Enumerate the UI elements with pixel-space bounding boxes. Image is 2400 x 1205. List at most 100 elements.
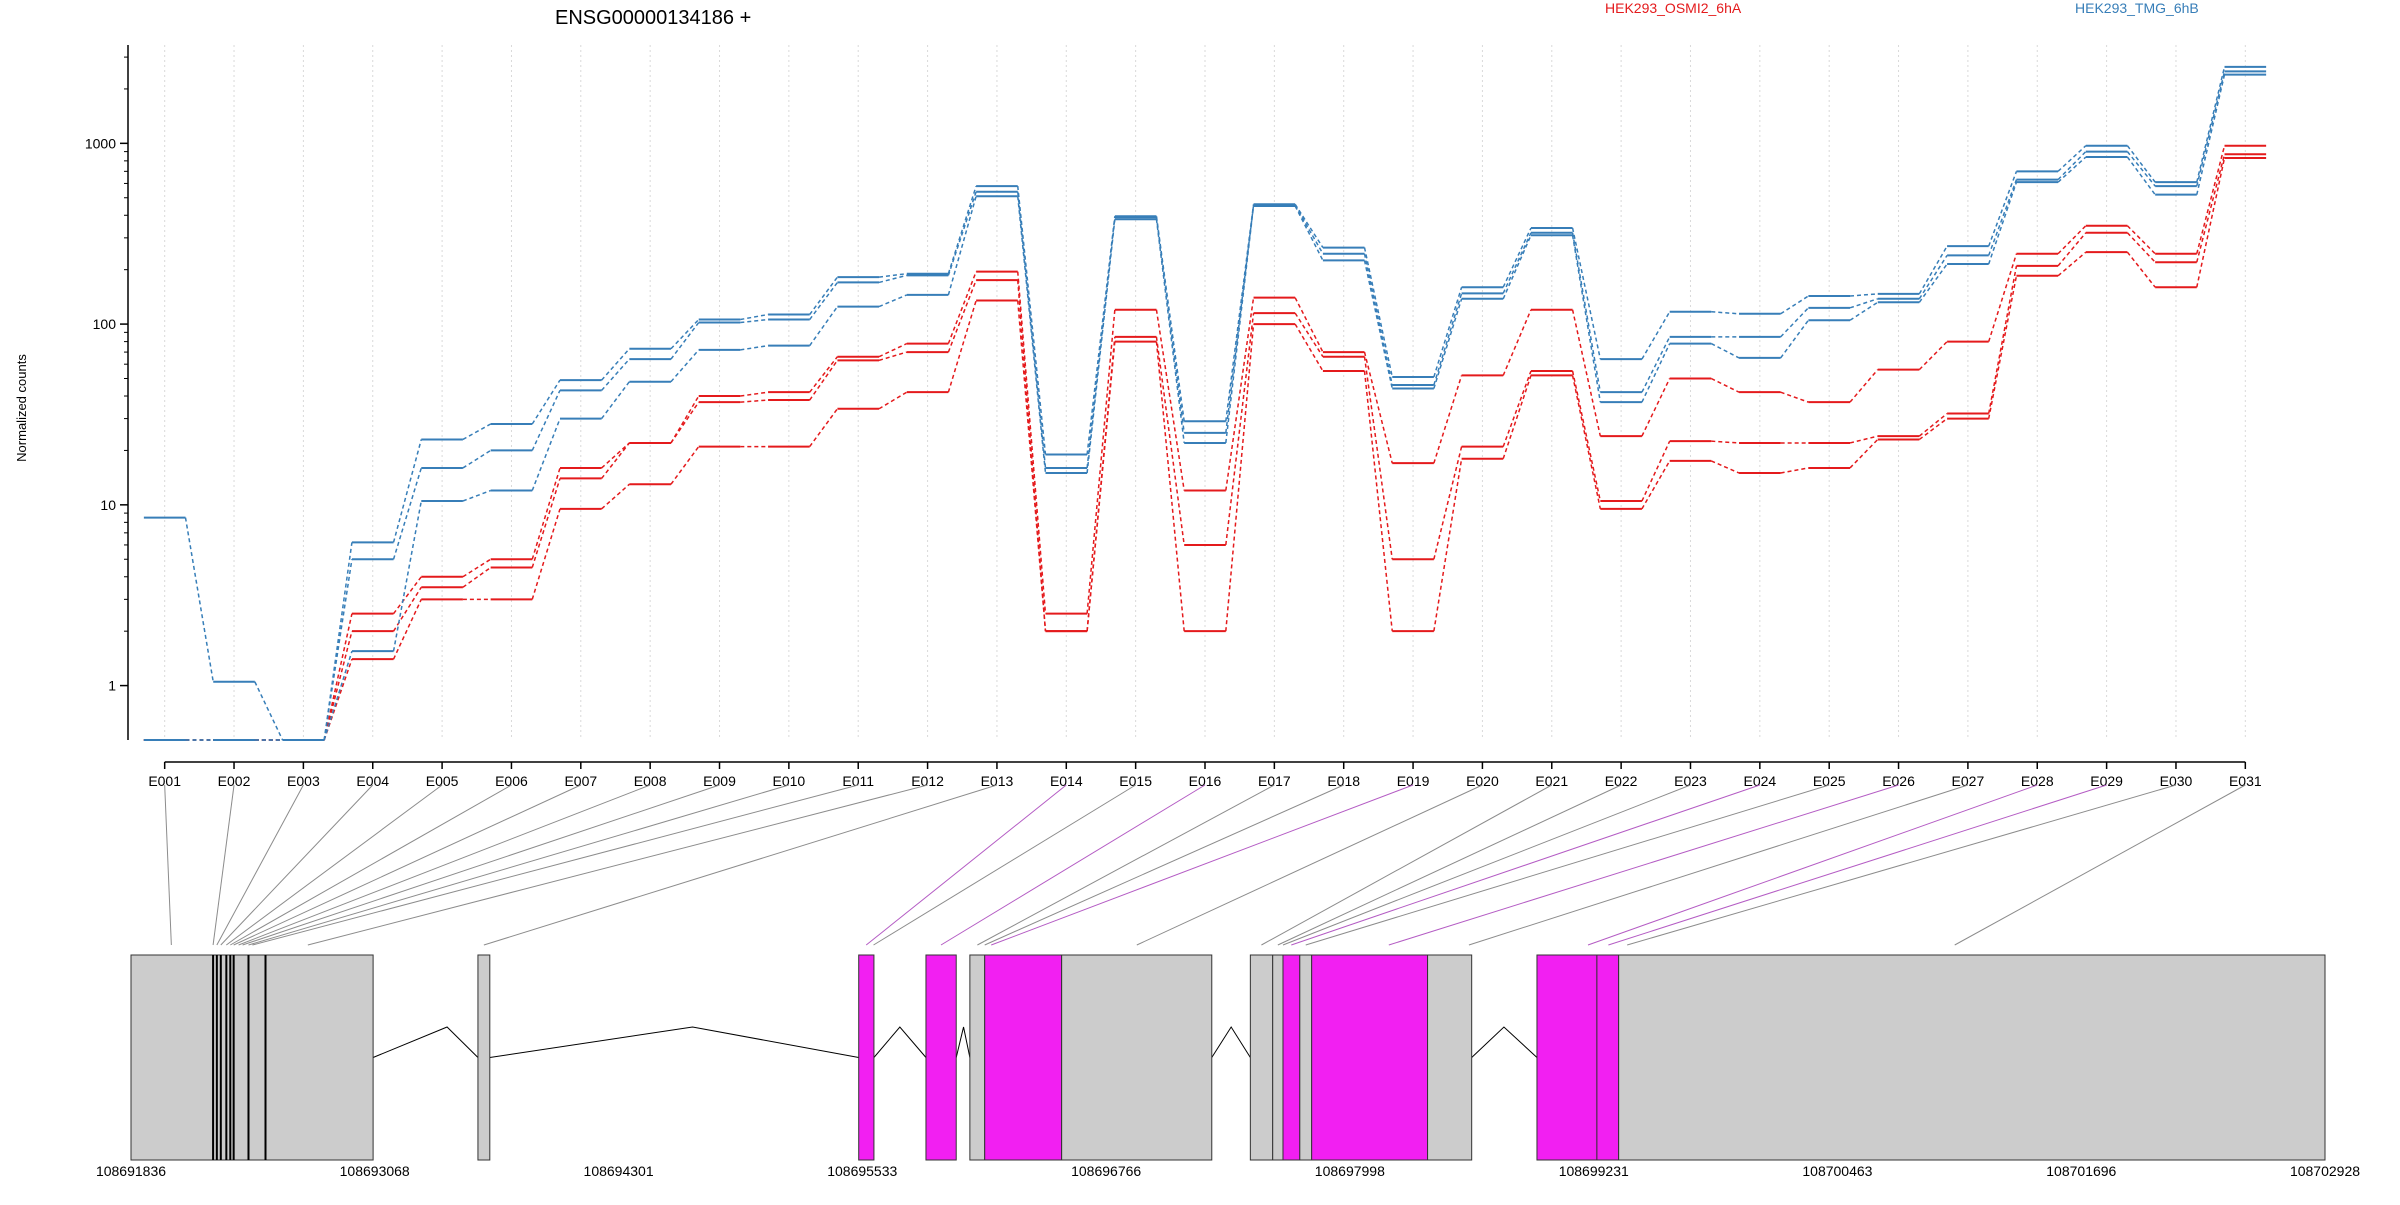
- series-connector: [1710, 460, 1740, 474]
- series-connector: [1225, 313, 1255, 546]
- intron: [955, 1026, 971, 1058]
- bin-mapping-line: [1608, 784, 2107, 946]
- genomic-tick-label: 108701696: [2046, 1163, 2116, 1179]
- series-connector: [1641, 343, 1671, 403]
- series-connector: [1363, 370, 1394, 632]
- series-connector: [740, 344, 769, 351]
- series-connector: [1987, 181, 2018, 265]
- bin-mapping-line: [212, 784, 235, 946]
- series-connector: [1433, 286, 1463, 378]
- x-axis: E001 E002 E003 E004 E005 E006 E007 E008 E009 E010…: [148, 761, 2262, 789]
- series-connector: [1294, 312, 1324, 358]
- series-connector: [1294, 203, 1324, 248]
- exon: [130, 954, 374, 1161]
- series-connector: [1918, 263, 1948, 303]
- series-connector: [2057, 151, 2087, 181]
- x-tick-label: E031: [2229, 773, 2262, 789]
- exon-highlighted: [1536, 954, 1598, 1161]
- bin-mapping-line: [1388, 784, 1899, 946]
- series-connector: [531, 390, 561, 451]
- exon-highlighted: [1311, 954, 1429, 1161]
- series-connector: [809, 356, 839, 393]
- x-tick-label: E017: [1258, 773, 1291, 789]
- x-tick-label: E008: [634, 773, 667, 789]
- bin-mapping-line: [1282, 784, 1691, 946]
- x-tick-label: E025: [1813, 773, 1846, 789]
- genomic-tick-label: 108702928: [2290, 1163, 2360, 1179]
- genomic-tick-label: 108697998: [1315, 1163, 1385, 1179]
- bin-mapping-line: [216, 784, 304, 946]
- x-tick-label: E015: [1119, 773, 1152, 789]
- bin-mapping-line: [226, 784, 443, 946]
- series-connector: [1641, 336, 1671, 393]
- bin-mapping-line: [1587, 784, 2038, 946]
- bin-mapping-line: [242, 784, 720, 946]
- series-connector: [1155, 336, 1185, 546]
- bin-mapping-line: [248, 784, 790, 946]
- series-connector: [323, 658, 353, 741]
- bin-mapping-line: [940, 784, 1206, 946]
- series-connector: [254, 681, 284, 741]
- series-connector: [392, 576, 422, 615]
- legend-entry-cond-b: HEK293_TMG_6hB: [2075, 0, 2199, 16]
- x-tick-label: E023: [1674, 773, 1707, 789]
- bin-mapping-line: [1136, 784, 1483, 946]
- series-connector: [809, 359, 839, 401]
- chart-title: ENSG00000134186 +: [555, 7, 751, 29]
- series-connector: [1086, 216, 1116, 455]
- x-tick-label: E022: [1605, 773, 1638, 789]
- x-tick-label: E029: [2090, 773, 2123, 789]
- x-tick-label: E003: [287, 773, 320, 789]
- series-connector: [462, 489, 491, 502]
- x-tick-label: E021: [1535, 773, 1568, 789]
- intron: [873, 1026, 927, 1058]
- bin-mapping-line: [1468, 784, 1969, 946]
- bin-mapping-line: [873, 784, 1136, 946]
- exon-highlighted: [1596, 954, 1620, 1161]
- exon: [477, 954, 491, 1161]
- series-connector: [740, 391, 769, 397]
- series-connector: [1641, 460, 1671, 510]
- series-connector: [947, 191, 977, 276]
- series-connector: [1502, 234, 1532, 300]
- series-connector: [1571, 232, 1602, 393]
- series-connector: [323, 613, 353, 741]
- bin-mapping-line: [238, 784, 651, 946]
- series-connector: [531, 478, 561, 568]
- series-connector: [1016, 186, 1047, 455]
- series-connector: [878, 342, 908, 358]
- genomic-tick-label: 108695533: [827, 1163, 897, 1179]
- series-connector: [1988, 179, 2018, 256]
- series-connector: [1502, 375, 1532, 459]
- x-tick-label: E005: [426, 773, 459, 789]
- series-connector: [323, 542, 353, 741]
- exon: [1427, 954, 1473, 1161]
- series-connector: [740, 399, 769, 403]
- series-connector: [2126, 251, 2156, 288]
- series-connector: [601, 442, 630, 479]
- x-tick-label: E028: [2021, 773, 2054, 789]
- bin-mapping-line: [984, 784, 1344, 946]
- bin-mapping-line: [483, 784, 998, 946]
- series-connector: [740, 313, 769, 321]
- series-connector: [1225, 205, 1255, 434]
- y-tick-label: 1000: [85, 135, 116, 151]
- exon: [1299, 954, 1313, 1161]
- x-tick-label: E014: [1050, 773, 1083, 789]
- x-tick-label: E018: [1327, 773, 1360, 789]
- series-connector: [1225, 204, 1255, 422]
- series-connector: [947, 300, 977, 393]
- x-tick-label: E010: [773, 773, 806, 789]
- x-tick-label: E004: [356, 773, 389, 789]
- series-connector: [1987, 275, 2018, 419]
- x-tick-label: E012: [911, 773, 944, 789]
- bin-mapping-line: [977, 784, 1275, 946]
- series-connector: [809, 276, 839, 315]
- series-connector: [392, 439, 423, 543]
- x-tick-label: E013: [981, 773, 1014, 789]
- bin-mapping-line: [233, 784, 582, 946]
- series-connector: [1294, 204, 1324, 255]
- series-connector: [601, 381, 630, 420]
- series-lines: [143, 65, 2267, 741]
